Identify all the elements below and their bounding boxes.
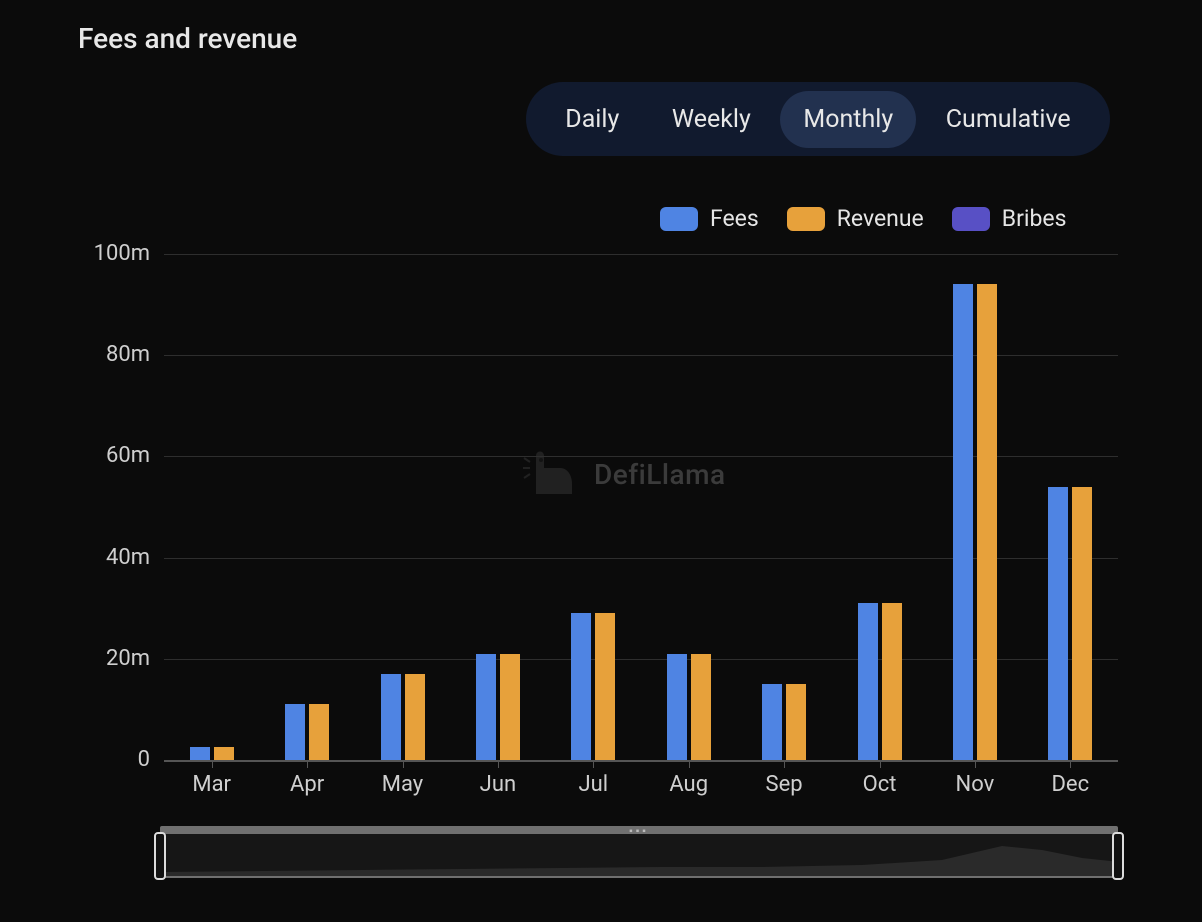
x-axis-tick xyxy=(212,760,213,768)
bar-fees-jun[interactable] xyxy=(476,654,496,760)
y-axis-label: 40m xyxy=(76,545,150,570)
scrubber-body[interactable] xyxy=(160,834,1118,878)
x-axis-label: Sep xyxy=(766,772,803,797)
bar-fees-apr[interactable] xyxy=(285,704,305,760)
legend-label: Bribes xyxy=(1002,205,1067,232)
interval-toggle-weekly[interactable]: Weekly xyxy=(649,91,775,148)
x-axis-tick xyxy=(784,760,785,768)
scrubber-handle-right[interactable] xyxy=(1112,832,1124,880)
bar-revenue-dec[interactable] xyxy=(1072,487,1092,760)
bar-revenue-jun[interactable] xyxy=(500,654,520,760)
chart-area: 0 20m 40m 60m 80m 100m Mar Apr May Jun Jul Aug Sep Oc… xyxy=(76,240,1118,820)
x-axis-tick xyxy=(689,760,690,768)
x-axis-label: Aug xyxy=(669,772,708,797)
bar-fees-nov[interactable] xyxy=(953,284,973,760)
interval-toggle-group: DailyWeeklyMonthlyCumulative xyxy=(526,82,1110,156)
scrubber-handle-left[interactable] xyxy=(154,832,166,880)
y-axis-label: 0 xyxy=(76,747,150,772)
legend: Fees Revenue Bribes xyxy=(660,205,1066,232)
x-axis-tick xyxy=(975,760,976,768)
interval-toggle-cumulative[interactable]: Cumulative xyxy=(922,91,1094,148)
x-axis-tick xyxy=(498,760,499,768)
x-axis-label: Jul xyxy=(578,772,608,797)
x-axis-tick xyxy=(307,760,308,768)
interval-toggle-monthly[interactable]: Monthly xyxy=(780,91,916,148)
y-axis-label: 60m xyxy=(76,443,150,468)
y-axis-label: 100m xyxy=(76,241,150,266)
bar-revenue-may[interactable] xyxy=(405,674,425,760)
x-axis-label: Oct xyxy=(863,772,897,797)
y-axis-label: 80m xyxy=(76,342,150,367)
y-axis-label: 20m xyxy=(76,646,150,671)
bar-revenue-mar[interactable] xyxy=(214,747,234,760)
x-axis-tick xyxy=(880,760,881,768)
bar-revenue-sep[interactable] xyxy=(786,684,806,760)
legend-swatch xyxy=(952,207,990,231)
x-axis-tick xyxy=(1070,760,1071,768)
x-axis-label: Mar xyxy=(192,772,231,797)
x-axis-label: Nov xyxy=(956,772,995,797)
bar-revenue-nov[interactable] xyxy=(977,284,997,760)
bar-fees-oct[interactable] xyxy=(858,603,878,760)
bar-fees-may[interactable] xyxy=(381,674,401,760)
bar-fees-sep[interactable] xyxy=(762,684,782,760)
x-axis-label: Apr xyxy=(290,772,324,797)
bar-revenue-oct[interactable] xyxy=(882,603,902,760)
x-axis-tick xyxy=(403,760,404,768)
interval-toggle-daily[interactable]: Daily xyxy=(542,91,643,148)
bar-fees-aug[interactable] xyxy=(667,654,687,760)
legend-label: Fees xyxy=(710,205,759,232)
x-axis-label: May xyxy=(382,772,423,797)
bar-revenue-aug[interactable] xyxy=(691,654,711,760)
legend-swatch xyxy=(787,207,825,231)
bars-region xyxy=(164,254,1118,760)
x-axis-tick xyxy=(593,760,594,768)
bar-fees-dec[interactable] xyxy=(1048,487,1068,760)
bar-revenue-jul[interactable] xyxy=(595,613,615,760)
legend-label: Revenue xyxy=(837,205,924,232)
time-scrubber[interactable]: ▪▪▪ xyxy=(160,826,1118,878)
legend-item-bribes[interactable]: Bribes xyxy=(952,205,1067,232)
legend-swatch xyxy=(660,207,698,231)
bar-fees-jul[interactable] xyxy=(571,613,591,760)
bar-revenue-apr[interactable] xyxy=(309,704,329,760)
legend-item-revenue[interactable]: Revenue xyxy=(787,205,924,232)
scrubber-sparkline xyxy=(162,832,1116,876)
bar-fees-mar[interactable] xyxy=(190,747,210,760)
x-axis-label: Jun xyxy=(480,772,516,797)
x-axis-label: Dec xyxy=(1051,772,1089,797)
chart-title: Fees and revenue xyxy=(78,22,297,55)
legend-item-fees[interactable]: Fees xyxy=(660,205,759,232)
